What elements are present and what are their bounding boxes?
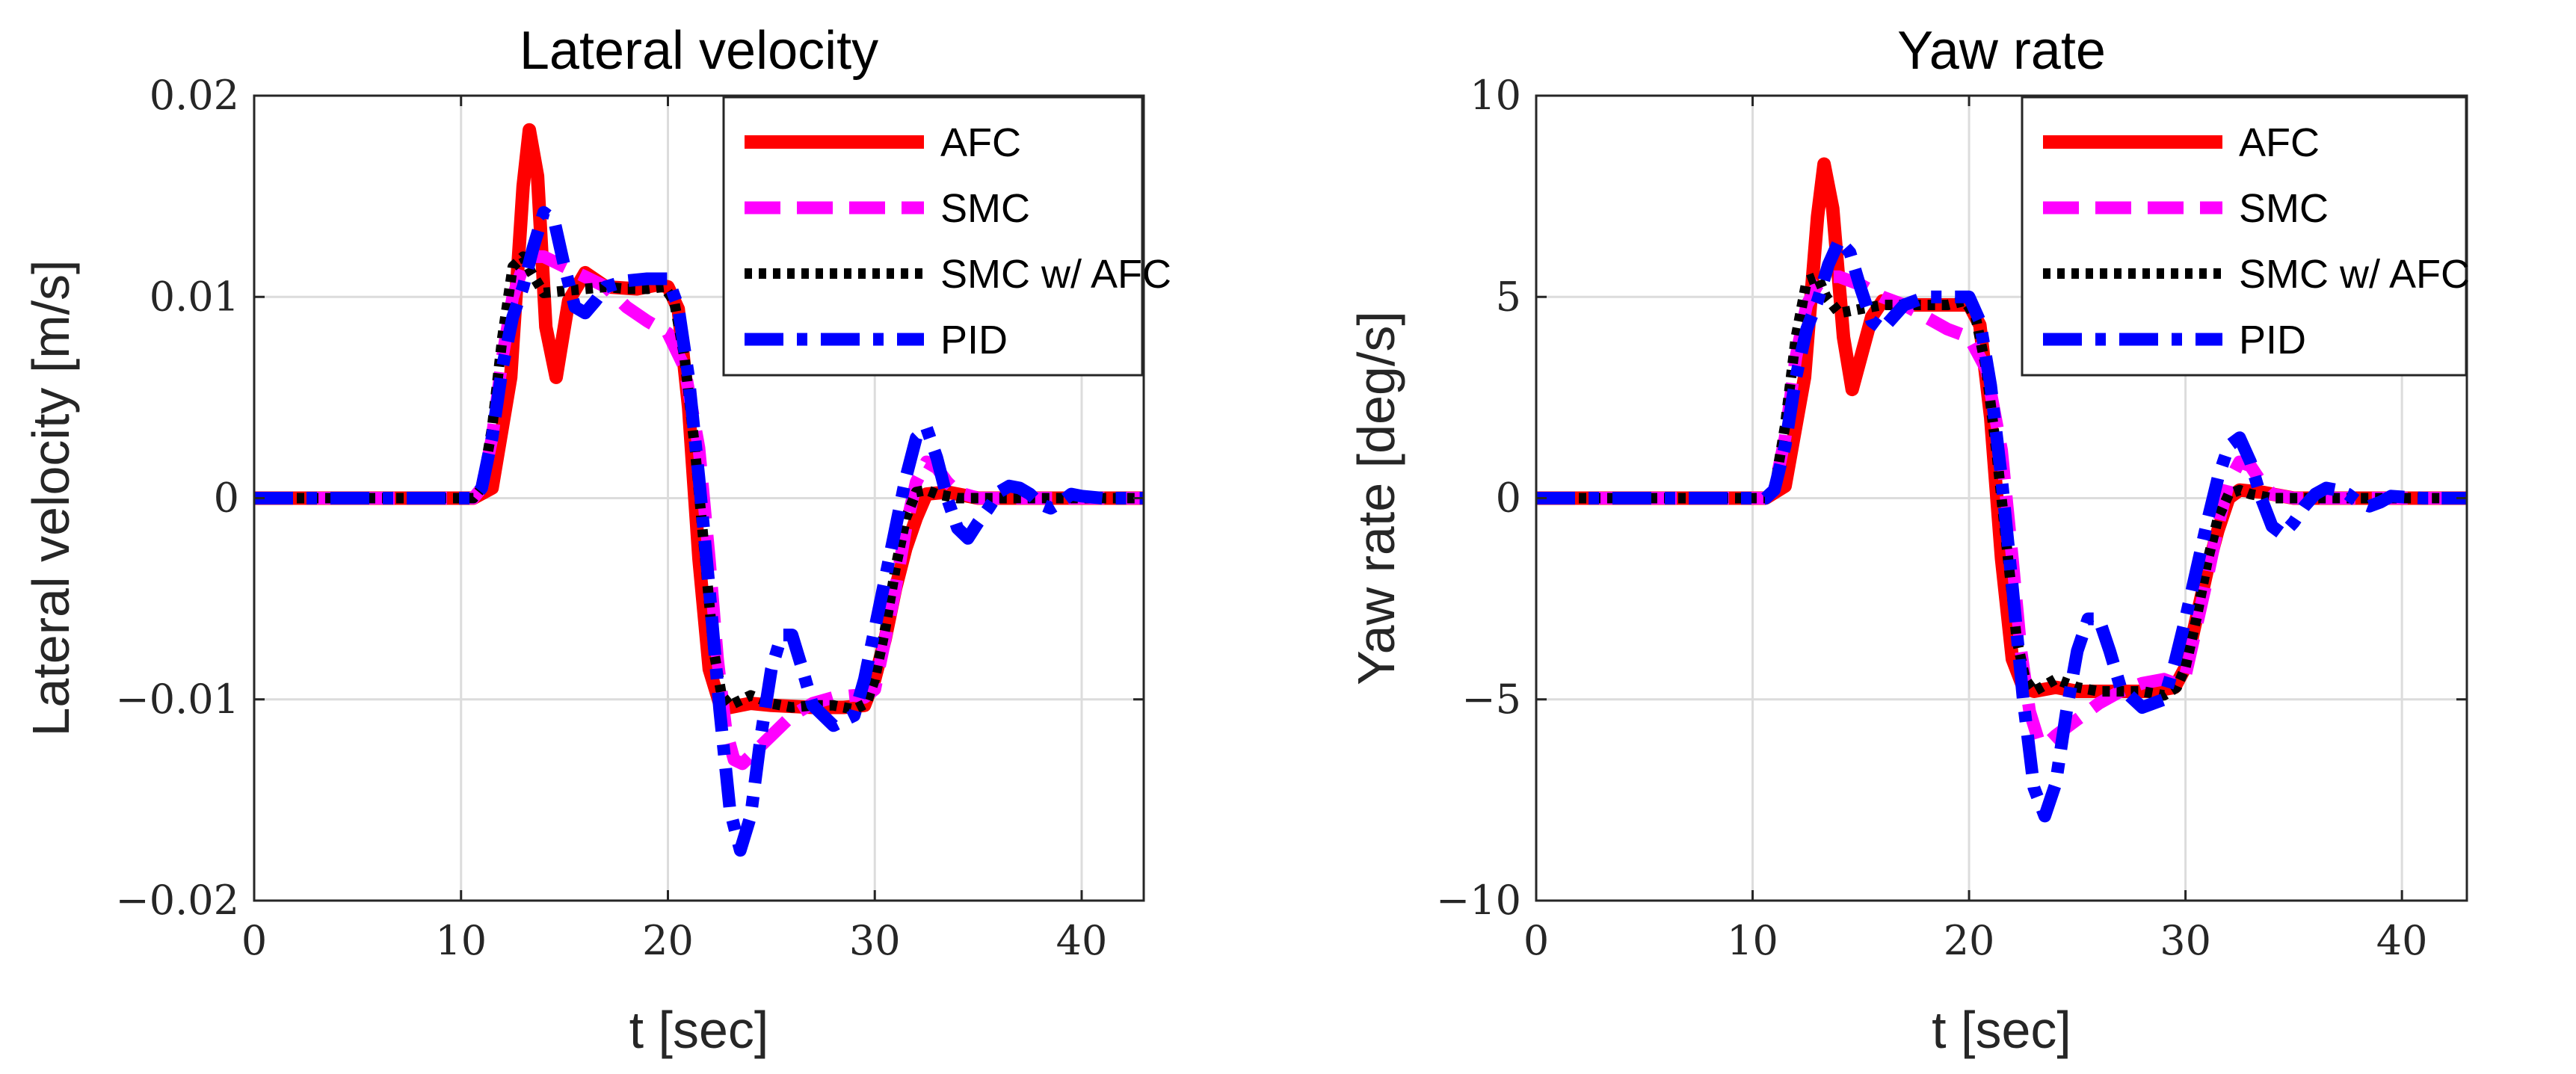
- legend-label: SMC w/ AFC: [2239, 252, 2470, 297]
- chart-title: Lateral velocity: [520, 21, 878, 81]
- x-tick-label: 20: [1944, 917, 1995, 964]
- y-tick-label: −5: [1461, 676, 1521, 723]
- legend-label: AFC: [940, 120, 1021, 165]
- y-tick-label: 0.01: [150, 273, 239, 320]
- legend-label: SMC w/ AFC: [940, 252, 1171, 297]
- subplot-2: 0 10 20 30 40 −10 −5 0 5 10 Yaw rate t [sec] Yaw rat…: [1347, 21, 2470, 1059]
- subplots: 0 10 20 30 40 −0.02 −0.01 0 0.01 0.02 Lateral velo…: [22, 21, 2470, 1059]
- x-tick-label: 0: [241, 917, 267, 964]
- x-tick-label: 10: [1727, 917, 1778, 964]
- y-tick-label: 0: [214, 475, 239, 522]
- legend: AFC SMC SMC w/ AFC PID: [2021, 96, 2470, 377]
- x-tick-label: 30: [2160, 917, 2211, 964]
- y-tick-label: −0.02: [116, 877, 239, 924]
- series-group: [254, 123, 1144, 857]
- chart-title: Yaw rate: [1897, 21, 2106, 81]
- x-axis-label: t [sec]: [629, 1001, 769, 1059]
- legend: AFC SMC SMC w/ AFC PID: [722, 96, 1171, 377]
- x-tick-label: 30: [849, 917, 901, 964]
- series-line-pid: [254, 206, 1144, 857]
- legend-label: PID: [2239, 318, 2306, 362]
- x-tick-label: 10: [435, 917, 487, 964]
- x-axis-label: t [sec]: [1932, 1001, 2071, 1059]
- y-axis-label: Lateral velocity [m/s]: [22, 260, 80, 737]
- legend-label: SMC: [940, 186, 1030, 231]
- legend-label: PID: [940, 318, 1008, 362]
- series-line-smc: [1536, 270, 2467, 750]
- series-line-pid: [1536, 234, 2467, 823]
- y-tick-label: −10: [1436, 877, 1521, 924]
- subplot-1: 0 10 20 30 40 −0.02 −0.01 0 0.01 0.02 Lateral velo…: [22, 21, 1171, 1059]
- legend-label: AFC: [2239, 120, 2320, 165]
- legend-label: SMC: [2239, 186, 2329, 231]
- x-tick-label: 0: [1523, 917, 1549, 964]
- x-tick-label: 40: [2376, 917, 2428, 964]
- y-tick-label: 0: [1496, 475, 1521, 522]
- series-line-afc: [1536, 157, 2467, 698]
- y-axis-label: Yaw rate [deg/s]: [1347, 311, 1405, 685]
- series-group: [1536, 157, 2467, 823]
- x-tick-label: 20: [642, 917, 694, 964]
- y-tick-label: 10: [1470, 72, 1521, 119]
- x-tick-label: 40: [1056, 917, 1108, 964]
- ticks: 0 10 20 30 40 −10 −5 0 5 10: [1436, 72, 2467, 964]
- y-tick-label: 5: [1496, 273, 1521, 320]
- ticks: 0 10 20 30 40 −0.02 −0.01 0 0.01 0.02: [116, 72, 1144, 964]
- y-tick-label: −0.01: [116, 676, 239, 723]
- y-tick-label: 0.02: [150, 72, 239, 119]
